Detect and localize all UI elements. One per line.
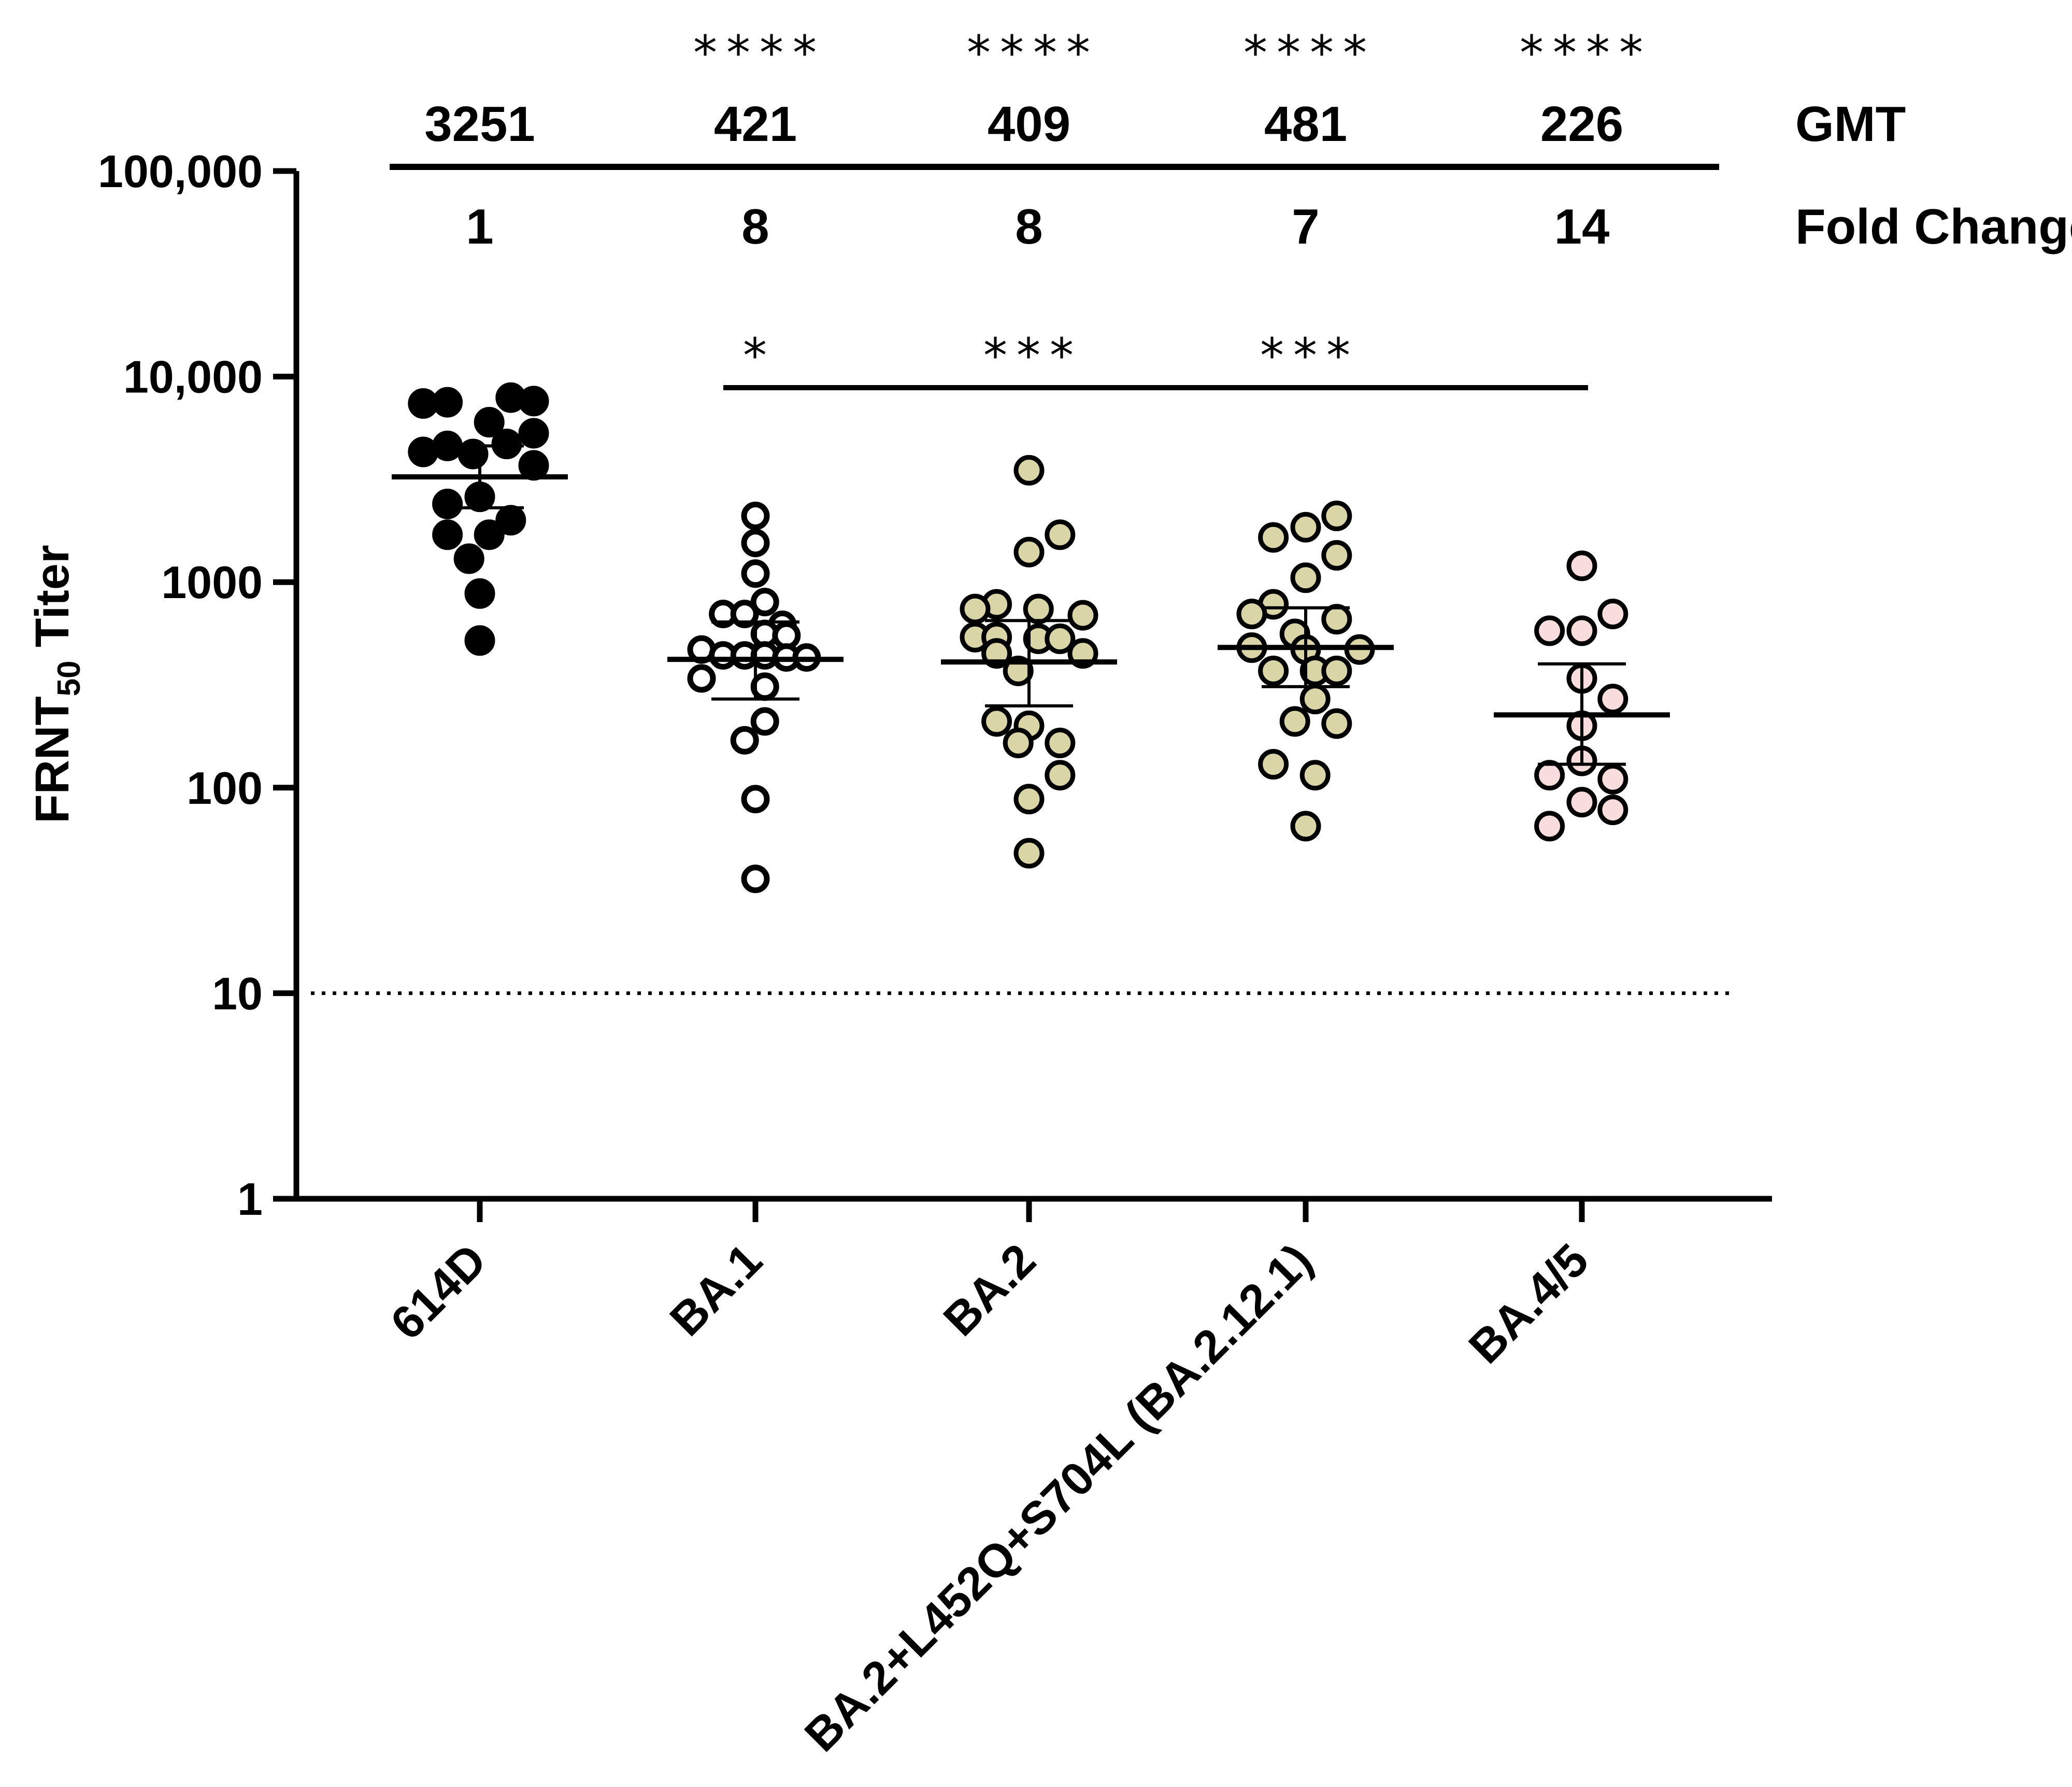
gmt-row-label: GMT [1795,96,1906,152]
y-tick-label: 1000 [161,557,263,608]
data-point [432,387,463,418]
data-point [1321,540,1352,571]
gmt-value: 481 [1264,96,1347,152]
data-point [1534,760,1565,791]
data-point [741,559,770,588]
data-point [1045,728,1076,759]
data-point [1299,760,1331,791]
data-point [1258,655,1289,686]
data-point [408,436,439,467]
data-point [981,706,1012,737]
y-tick-label: 10 [212,968,263,1019]
data-point [518,386,549,417]
data-point [1290,512,1321,543]
data-point [464,625,495,656]
data-point [1279,706,1310,737]
data-point [1299,684,1331,715]
data-point [453,543,484,574]
data-point [1003,728,1034,759]
data-point [1258,522,1289,553]
data-point [730,600,759,629]
data-point [491,429,522,460]
significance-stars: **** [1244,25,1376,81]
data-point [750,707,779,736]
data-point [1290,811,1321,842]
data-point [474,407,505,438]
data-point [1023,593,1054,625]
fold-change-value: 7 [1292,199,1319,254]
fold-change-value: 8 [741,199,769,254]
data-point [1067,600,1098,631]
y-tick-label: 100 [187,762,263,814]
data-point [432,519,463,550]
gmt-value: 421 [714,96,797,152]
data-point [1013,784,1045,815]
fold-change-value: 14 [1554,199,1610,254]
y-axis-title-main: FRNT [26,696,79,823]
data-point [741,501,770,530]
data-point [1258,749,1289,780]
data-point [1013,455,1045,486]
data-point [741,785,770,814]
data-point [1045,519,1076,550]
data-point [1013,536,1045,568]
y-tick-label: 100,000 [98,146,263,197]
data-point [1597,599,1628,630]
data-point [1045,760,1076,791]
data-layer [392,382,1670,894]
data-point [1566,550,1597,582]
data-point [730,726,759,755]
y-axis-title-subscript: 50 [51,661,87,697]
data-point [1321,604,1352,635]
significance-stars: **** [1520,25,1652,81]
fold-change-row-label: Fold Change [1795,199,2072,254]
data-point [1045,623,1076,655]
y-tick-label: 1 [237,1173,263,1225]
fold-change-value: 8 [1015,199,1042,254]
significance-stars: **** [967,25,1099,81]
header-layer: 32511****4218****4098****4817****22614GM… [390,25,2072,390]
data-point [1597,684,1628,715]
data-point [1534,615,1565,646]
data-point [1321,655,1352,686]
data-point [750,588,779,617]
gmt-value: 409 [988,96,1070,152]
significance-stars: **** [693,25,826,81]
comparison-stars: * [743,328,776,384]
data-point [474,519,505,550]
y-tick-label: 10,000 [123,351,263,403]
comparison-stars: *** [1260,328,1360,384]
data-point [432,488,463,519]
data-point [1321,500,1352,531]
data-point [1290,562,1321,593]
fold-change-value: 1 [466,199,493,254]
data-point [1566,787,1597,818]
data-point [464,578,495,609]
y-axis-title-rest: Titer [26,545,79,660]
data-point [1236,599,1267,630]
y-axis-title: FRNT50 Titer [26,545,87,824]
data-point [1566,615,1597,646]
data-point [1597,763,1628,795]
data-point [687,664,716,693]
data-point [518,418,549,449]
data-point [1013,838,1045,869]
comparison-stars: *** [983,328,1083,384]
data-point [1597,795,1628,826]
data-point [741,864,770,894]
gmt-value: 226 [1540,96,1623,152]
data-point [741,529,770,558]
data-point [1534,811,1565,842]
gmt-value: 3251 [424,96,535,152]
data-point [1321,708,1352,739]
data-point [960,593,991,625]
